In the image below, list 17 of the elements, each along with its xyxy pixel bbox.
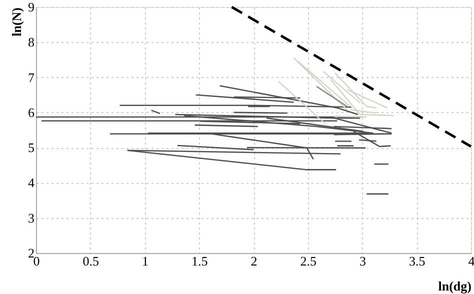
- x-tick-label: 1.5: [192, 254, 208, 268]
- x-axis-title: ln(dg): [438, 278, 472, 294]
- x-tick-label: 0.5: [82, 254, 99, 268]
- x-tick-label: 2.5: [300, 254, 316, 268]
- x-tick-label: 0: [33, 254, 40, 268]
- y-tick-label: 7: [28, 70, 35, 85]
- y-tick-label: 3: [28, 210, 34, 226]
- y-tick-label: 6: [28, 104, 35, 120]
- y-axis-title: ln(N): [9, 8, 24, 36]
- y-tick-label: 5: [28, 140, 34, 156]
- x-tick-label: 1: [142, 254, 148, 268]
- y-tick-label: 4: [28, 175, 35, 190]
- y-tick-label: 8: [28, 34, 34, 50]
- x-tick-label: 2: [250, 254, 258, 268]
- x-tick-label: 3: [360, 254, 366, 268]
- y-tick-label: 9: [28, 0, 34, 14]
- x-tick-label: 3.5: [409, 254, 426, 268]
